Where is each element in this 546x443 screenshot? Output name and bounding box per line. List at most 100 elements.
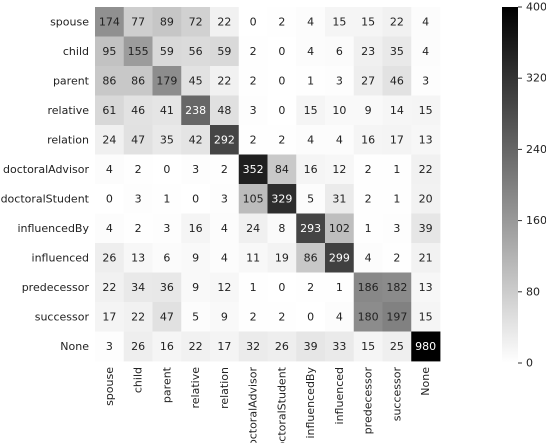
- row-label-influenced-by: influencedBy: [17, 222, 89, 235]
- cell-value-label: 22: [390, 15, 404, 28]
- cell-value-label: 72: [189, 15, 203, 28]
- heatmap-cell: [267, 125, 297, 155]
- colorbar-tick-label: 400: [526, 1, 546, 14]
- cell-value-label: 4: [106, 163, 113, 176]
- cell-value-label: 13: [419, 281, 433, 294]
- heatmap-cell: [152, 66, 182, 96]
- heatmap-cell: [152, 36, 182, 67]
- heatmap-cell: [181, 272, 211, 303]
- heatmap-cell: [181, 331, 211, 362]
- heatmap-cell: [95, 302, 125, 332]
- cell-value-label: 4: [422, 45, 429, 58]
- heatmap-cell: [152, 125, 182, 155]
- cell-value-label: 9: [192, 251, 199, 264]
- heatmap-cell: [267, 95, 297, 126]
- cell-value-label: 46: [390, 74, 404, 87]
- heatmap-cell: [411, 154, 441, 185]
- heatmap-cell: [296, 7, 326, 37]
- heatmap-cell: [267, 302, 297, 332]
- cell-value-label: 22: [217, 15, 231, 28]
- cell-value-label: 0: [106, 192, 113, 205]
- cell-value-label: 2: [365, 163, 372, 176]
- heatmap-cell: [267, 184, 297, 214]
- colorbar-ticks: 0 80 160 240 320 400: [518, 1, 546, 370]
- cell-value-label: 16: [160, 340, 174, 353]
- column-labels: spouse child parent relative relation doctora…: [103, 366, 432, 443]
- cell-value-label: 0: [307, 310, 314, 323]
- cell-value-label: 0: [192, 192, 199, 205]
- cell-value-label: 2: [278, 15, 285, 28]
- cell-value-label: 4: [422, 15, 429, 28]
- colorbar-tick-label: 240: [526, 143, 546, 156]
- cell-value-label: 3: [250, 104, 257, 117]
- cell-value-label: 293: [300, 222, 321, 235]
- heatmap-cell: [382, 184, 412, 214]
- cell-value-label: 8: [278, 222, 285, 235]
- column-label-influenced: influenced: [333, 367, 346, 424]
- cell-value-label: 3: [336, 74, 343, 87]
- heatmap-cell: [267, 7, 297, 37]
- heatmap-cell: [123, 243, 153, 273]
- heatmap-cell: [123, 213, 153, 244]
- heatmap-cell: [181, 243, 211, 273]
- cell-value-label: 1: [250, 281, 257, 294]
- heatmap-cell: [95, 243, 125, 273]
- heatmap-cell: [95, 154, 125, 185]
- heatmap-cell: [353, 66, 383, 96]
- heatmap-cell: [325, 125, 355, 155]
- heatmap-cell: [95, 66, 125, 96]
- cell-value-label: 3: [192, 163, 199, 176]
- cell-value-label: 26: [102, 251, 116, 264]
- heatmap-cell: [325, 272, 355, 303]
- cell-value-label: 13: [131, 251, 145, 264]
- heatmap-cell: [123, 184, 153, 214]
- heatmap-cell: [123, 125, 153, 155]
- cell-value-label: 9: [365, 104, 372, 117]
- cell-value-label: 77: [131, 15, 145, 28]
- cell-value-label: 6: [336, 45, 343, 58]
- cell-value-label: 15: [419, 310, 433, 323]
- heatmap-cell: [353, 36, 383, 67]
- heatmap-cell: [411, 7, 441, 37]
- heatmap-cell: [181, 125, 211, 155]
- heatmap-cell: [123, 154, 153, 185]
- heatmap-cell: [95, 36, 125, 67]
- cell-value-label: 14: [390, 104, 404, 117]
- cell-value-label: 84: [275, 163, 289, 176]
- column-label-influenced-by: influencedBy: [304, 367, 317, 439]
- heatmap-cell: [267, 272, 297, 303]
- heatmap-cell: [382, 125, 412, 155]
- cell-value-label: 46: [131, 104, 145, 117]
- cell-value-label: 17: [217, 340, 231, 353]
- heatmap-cell: [95, 7, 125, 37]
- heatmap-cell: [267, 213, 297, 244]
- cell-value-label: 352: [243, 163, 264, 176]
- heatmap-cell: [123, 36, 153, 67]
- heatmap-cell: [238, 36, 268, 67]
- cell-value-label: 22: [217, 74, 231, 87]
- cell-value-label: 27: [361, 74, 375, 87]
- heatmap-cell: [267, 331, 297, 362]
- heatmap-cell: [411, 213, 441, 244]
- cell-value-label: 48: [217, 104, 231, 117]
- heatmap-cell: [296, 95, 326, 126]
- column-label-child: child: [132, 367, 145, 393]
- cell-value-label: 329: [271, 192, 292, 205]
- cell-value-label: 2: [250, 133, 257, 146]
- cell-value-label: 155: [128, 45, 149, 58]
- heatmap-cell: [325, 36, 355, 67]
- heatmap-cell: [267, 243, 297, 273]
- heatmap-cell: [267, 154, 297, 185]
- cell-value-label: 34: [131, 281, 145, 294]
- heatmap-cell: [238, 331, 268, 362]
- cell-value-label: 292: [214, 133, 235, 146]
- cell-value-label: 0: [278, 45, 285, 58]
- cell-value-label: 3: [221, 192, 228, 205]
- cell-value-label: 59: [160, 45, 174, 58]
- cell-value-label: 3: [106, 340, 113, 353]
- heatmap-cell: [411, 95, 441, 126]
- cell-value-label: 17: [102, 310, 116, 323]
- heatmap-cell: [353, 213, 383, 244]
- cell-value-label: 4: [365, 251, 372, 264]
- cell-value-label: 39: [304, 340, 318, 353]
